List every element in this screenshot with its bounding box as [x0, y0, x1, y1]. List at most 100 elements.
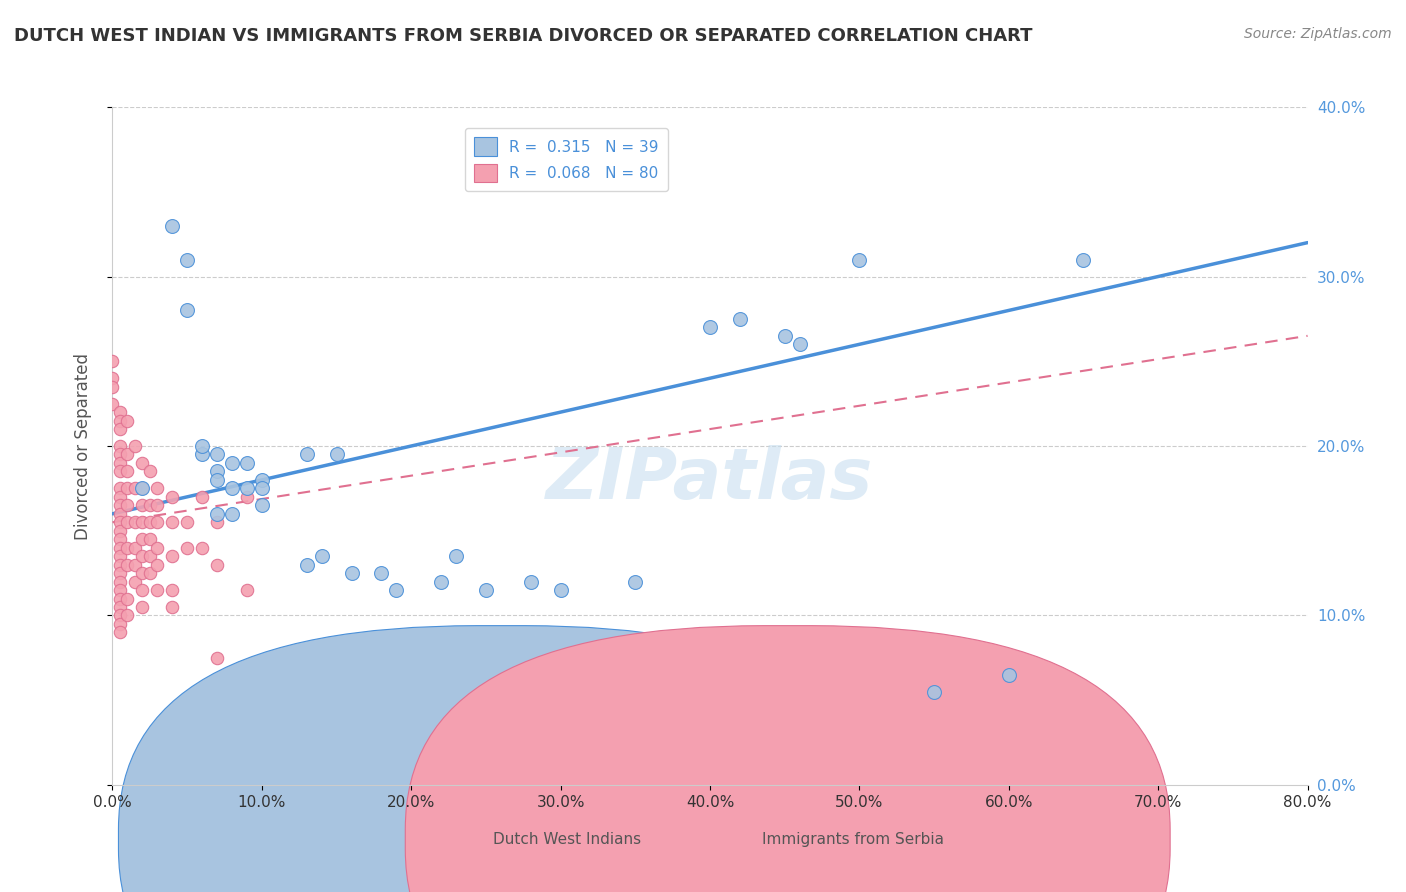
- Point: [117, 558, 139, 572]
- Point: [139, 532, 162, 546]
- Point: [108, 414, 131, 428]
- Point: [131, 549, 153, 564]
- Point: [117, 464, 139, 478]
- Point: [162, 515, 183, 529]
- Point: [162, 583, 183, 598]
- Point: [108, 507, 131, 521]
- Point: [146, 541, 169, 555]
- Point: [108, 447, 131, 462]
- Point: [101, 396, 124, 410]
- Point: [162, 549, 183, 564]
- Point: [108, 405, 131, 419]
- Point: [1073, 252, 1095, 267]
- Point: [236, 583, 259, 598]
- Point: [205, 515, 228, 529]
- Point: [108, 599, 131, 614]
- Point: [191, 447, 214, 462]
- Point: [205, 651, 228, 665]
- Point: [117, 591, 139, 606]
- Point: [131, 482, 153, 496]
- Point: [117, 482, 139, 496]
- Point: [139, 464, 162, 478]
- Point: [146, 515, 169, 529]
- Point: [162, 599, 183, 614]
- Point: [146, 482, 169, 496]
- Point: [205, 447, 228, 462]
- Point: [108, 515, 131, 529]
- Point: [131, 599, 153, 614]
- Point: [430, 574, 453, 589]
- Text: DUTCH WEST INDIAN VS IMMIGRANTS FROM SERBIA DIVORCED OR SEPARATED CORRELATION CH: DUTCH WEST INDIAN VS IMMIGRANTS FROM SER…: [14, 27, 1032, 45]
- Point: [205, 473, 228, 487]
- Point: [124, 482, 146, 496]
- Point: [789, 337, 811, 351]
- Point: [117, 515, 139, 529]
- Point: [108, 490, 131, 504]
- Point: [108, 558, 131, 572]
- Point: [176, 252, 198, 267]
- Point: [221, 507, 243, 521]
- Point: [108, 439, 131, 453]
- FancyBboxPatch shape: [118, 625, 883, 892]
- Y-axis label: Divorced or Separated: Divorced or Separated: [73, 352, 91, 540]
- Point: [108, 541, 131, 555]
- Point: [728, 311, 751, 326]
- Point: [124, 439, 146, 453]
- Point: [295, 558, 318, 572]
- Point: [124, 515, 146, 529]
- Point: [191, 490, 214, 504]
- Point: [124, 574, 146, 589]
- Point: [101, 380, 124, 394]
- Point: [117, 541, 139, 555]
- Point: [146, 558, 169, 572]
- Point: [108, 583, 131, 598]
- Point: [922, 685, 945, 699]
- Point: [131, 566, 153, 581]
- Point: [520, 574, 543, 589]
- Point: [773, 328, 796, 343]
- Text: ZIPatlas: ZIPatlas: [547, 445, 873, 515]
- Point: [124, 558, 146, 572]
- Point: [848, 252, 870, 267]
- Point: [370, 566, 392, 581]
- Point: [162, 490, 183, 504]
- Point: [236, 456, 259, 470]
- Point: [108, 456, 131, 470]
- Point: [108, 617, 131, 632]
- Point: [385, 583, 408, 598]
- Legend: R =  0.315   N = 39, R =  0.068   N = 80: R = 0.315 N = 39, R = 0.068 N = 80: [465, 128, 668, 192]
- Point: [221, 456, 243, 470]
- Point: [550, 583, 572, 598]
- Point: [139, 566, 162, 581]
- Point: [295, 447, 318, 462]
- Point: [131, 515, 153, 529]
- Point: [250, 473, 273, 487]
- Point: [108, 524, 131, 538]
- Point: [108, 482, 131, 496]
- Point: [311, 549, 333, 564]
- Point: [236, 490, 259, 504]
- Point: [117, 498, 139, 512]
- Point: [108, 464, 131, 478]
- Point: [475, 583, 498, 598]
- Point: [131, 456, 153, 470]
- Point: [444, 549, 467, 564]
- Point: [108, 591, 131, 606]
- Point: [162, 219, 183, 233]
- Point: [101, 354, 124, 368]
- Point: [108, 625, 131, 640]
- Point: [108, 422, 131, 436]
- Point: [108, 532, 131, 546]
- Point: [998, 667, 1021, 681]
- Point: [108, 608, 131, 623]
- Point: [108, 498, 131, 512]
- Point: [176, 515, 198, 529]
- FancyBboxPatch shape: [405, 625, 1170, 892]
- Point: [236, 482, 259, 496]
- Point: [221, 482, 243, 496]
- Point: [131, 583, 153, 598]
- Point: [205, 464, 228, 478]
- Point: [117, 608, 139, 623]
- Point: [176, 303, 198, 318]
- Point: [624, 574, 647, 589]
